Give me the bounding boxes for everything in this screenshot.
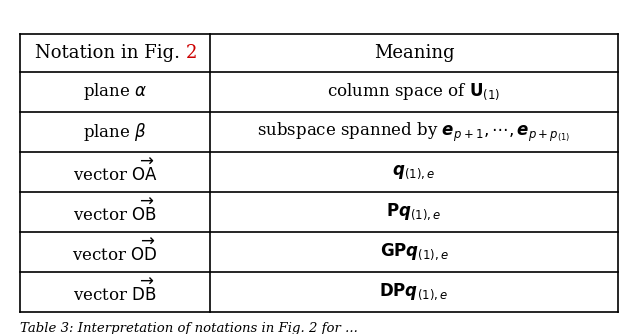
Text: 2: 2 bbox=[186, 44, 197, 62]
Text: $\mathbf{P}\boldsymbol{q}_{(1),e}$: $\mathbf{P}\boldsymbol{q}_{(1),e}$ bbox=[387, 202, 442, 222]
Text: plane $\beta$: plane $\beta$ bbox=[83, 121, 147, 143]
Text: $\mathbf{DP}\boldsymbol{q}_{(1),e}$: $\mathbf{DP}\boldsymbol{q}_{(1),e}$ bbox=[380, 282, 449, 302]
Text: $\boldsymbol{q}_{(1),e}$: $\boldsymbol{q}_{(1),e}$ bbox=[392, 163, 436, 181]
Text: Notation in Fig.: Notation in Fig. bbox=[35, 44, 186, 62]
Text: vector $\overrightarrow{\mathrm{OD}}$: vector $\overrightarrow{\mathrm{OD}}$ bbox=[72, 239, 157, 265]
Text: vector $\overrightarrow{\mathrm{DB}}$: vector $\overrightarrow{\mathrm{DB}}$ bbox=[73, 279, 157, 305]
Text: plane $\alpha$: plane $\alpha$ bbox=[83, 81, 147, 103]
Text: column space of $\mathbf{U}_{(1)}$: column space of $\mathbf{U}_{(1)}$ bbox=[328, 82, 500, 102]
Text: subspace spanned by $\boldsymbol{e}_{p+1},\cdots, \boldsymbol{e}_{p+p_{(1)}}$: subspace spanned by $\boldsymbol{e}_{p+1… bbox=[257, 121, 570, 144]
Text: $\mathbf{GP}\boldsymbol{q}_{(1),e}$: $\mathbf{GP}\boldsymbol{q}_{(1),e}$ bbox=[380, 242, 449, 262]
Text: Table 3: Interpretation of notations in Fig. 2 for ...: Table 3: Interpretation of notations in … bbox=[20, 322, 358, 334]
Text: vector $\overrightarrow{\mathrm{OB}}$: vector $\overrightarrow{\mathrm{OB}}$ bbox=[73, 199, 157, 225]
Text: vector $\overrightarrow{\mathrm{OA}}$: vector $\overrightarrow{\mathrm{OA}}$ bbox=[72, 159, 157, 185]
Text: Meaning: Meaning bbox=[374, 44, 454, 62]
